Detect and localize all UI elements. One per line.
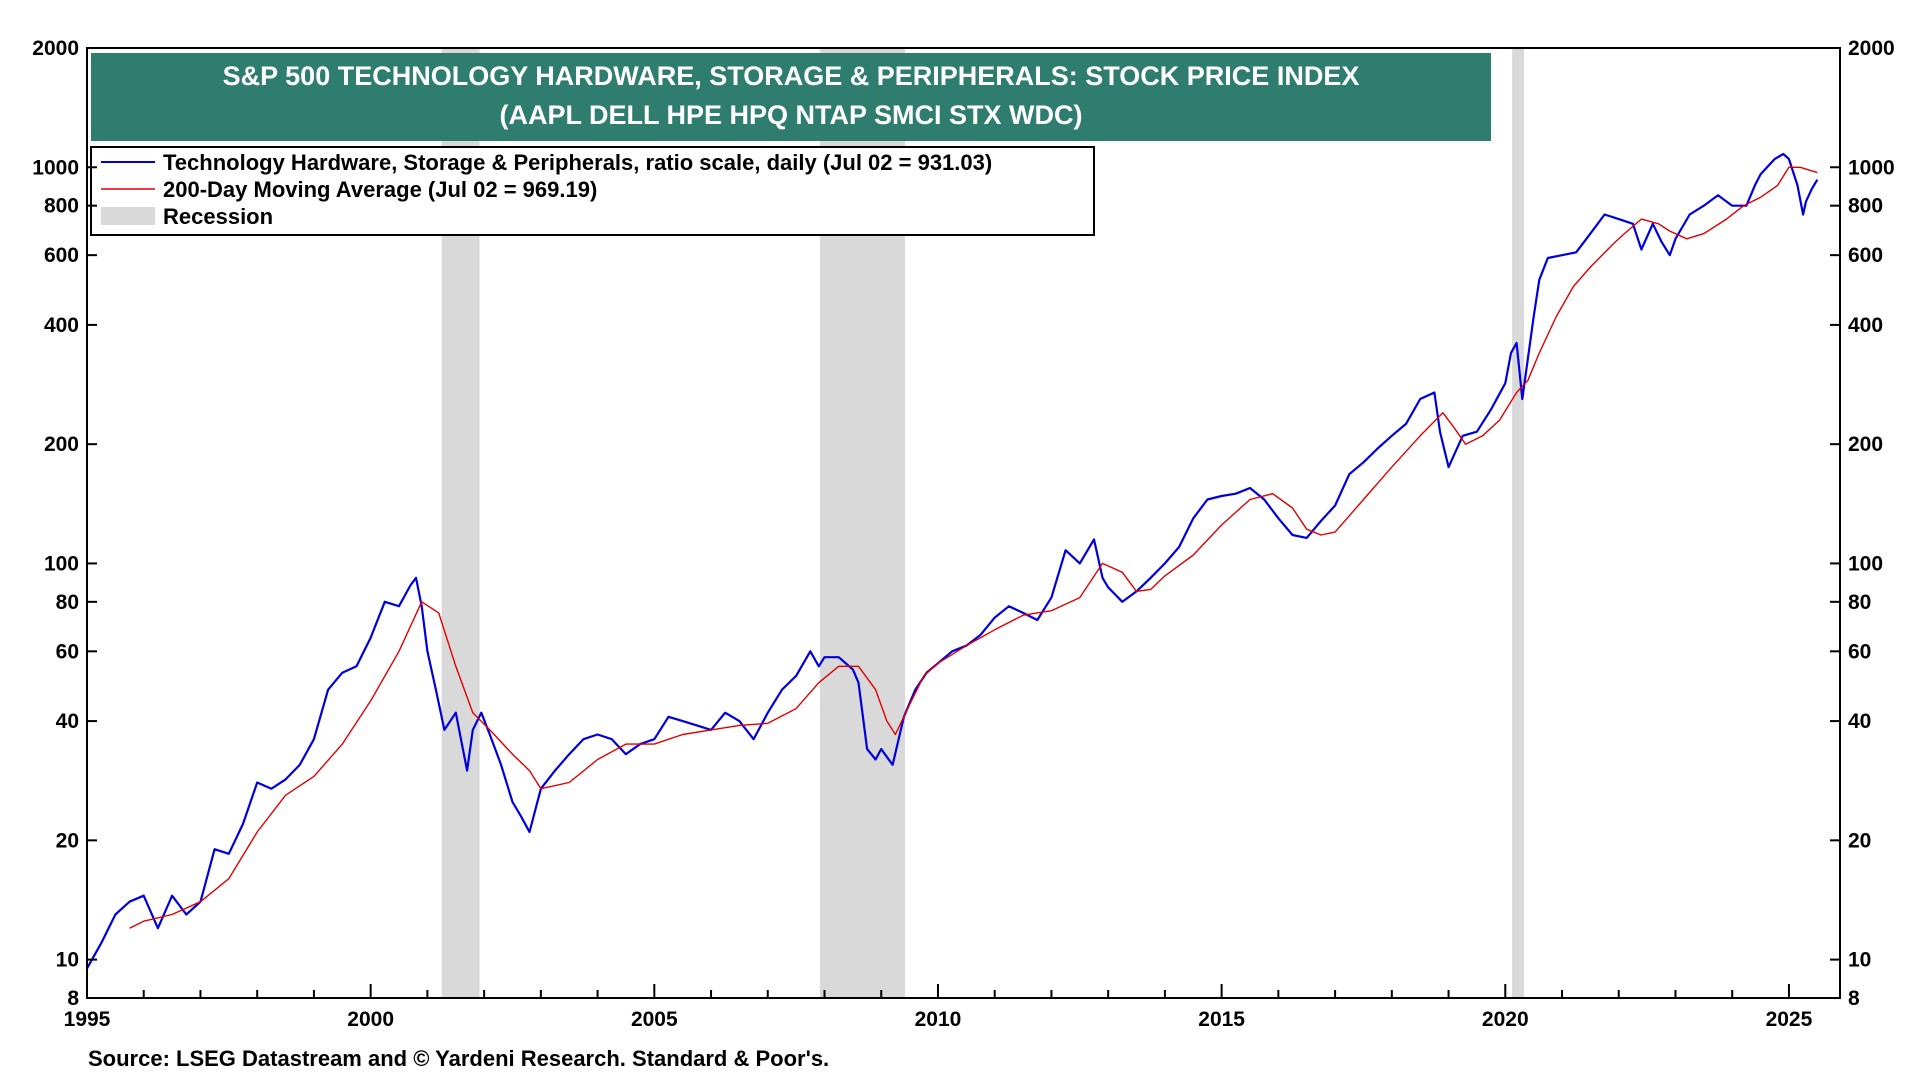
y-tick-label-left-10: 10 (56, 949, 79, 972)
y-tick-label-left-400: 400 (44, 314, 79, 337)
y-tick-label-right-1000: 1000 (1848, 156, 1895, 179)
y-tick-label-right-20: 20 (1848, 829, 1871, 852)
legend-label-price: Technology Hardware, Storage & Periphera… (163, 150, 992, 175)
x-tick-label-2005: 2005 (631, 1008, 678, 1031)
legend: Technology Hardware, Storage & Periphera… (90, 146, 1095, 236)
legend-swatch-recession (101, 207, 155, 225)
recession-band-2 (1512, 48, 1525, 998)
x-tick-label-2025: 2025 (1766, 1008, 1813, 1031)
y-tick-label-left-2000: 2000 (32, 37, 79, 60)
y-axis-left: 8 10 20 40 60 80 100 200 400 600 800 1000 2000 (32, 37, 97, 1010)
y-axis-right: 8 10 20 40 60 80 100 200 400 600 800 1000 2000 (1830, 37, 1895, 1010)
y-tick-label-right-10: 10 (1848, 949, 1871, 972)
series-line-price (86, 152, 1819, 969)
y-tick-label-left-8: 8 (67, 987, 79, 1010)
y-tick-label-left-40: 40 (56, 710, 79, 733)
y-tick-label-left-60: 60 (56, 640, 79, 663)
x-tick-label-1995: 1995 (64, 1008, 111, 1031)
y-tick-label-right-80: 80 (1848, 591, 1871, 614)
y-tick-label-left-600: 600 (44, 244, 79, 267)
y-tick-label-right-400: 400 (1848, 314, 1883, 337)
y-tick-label-right-40: 40 (1848, 710, 1871, 733)
x-tick-label-2020: 2020 (1482, 1008, 1529, 1031)
y-tick-label-right-800: 800 (1848, 195, 1883, 218)
plot-frame (86, 47, 1841, 999)
y-tick-label-right-200: 200 (1848, 433, 1883, 456)
y-tick-label-left-1000: 1000 (32, 156, 79, 179)
y-tick-label-left-80: 80 (56, 591, 79, 614)
y-tick-label-left-20: 20 (56, 829, 79, 852)
y-tick-label-left-100: 100 (44, 552, 79, 575)
chart-title: S&P 500 TECHNOLOGY HARDWARE, STORAGE & P… (223, 61, 1360, 91)
series-lines (86, 152, 1819, 969)
x-tick-label-2010: 2010 (915, 1008, 962, 1031)
title-banner: S&P 500 TECHNOLOGY HARDWARE, STORAGE & P… (91, 53, 1491, 141)
x-tick-label-2000: 2000 (347, 1008, 394, 1031)
y-tick-label-right-8: 8 (1848, 987, 1860, 1010)
y-tick-label-right-60: 60 (1848, 640, 1871, 663)
legend-label-ma: 200-Day Moving Average (Jul 02 = 969.19) (163, 177, 597, 202)
x-tick-label-2015: 2015 (1198, 1008, 1245, 1031)
y-tick-label-right-2000: 2000 (1848, 37, 1895, 60)
chart-subtitle: (AAPL DELL HPE HPQ NTAP SMCI STX WDC) (499, 100, 1082, 130)
series-line-moving-average (129, 166, 1818, 929)
legend-label-recession: Recession (163, 204, 273, 229)
y-tick-label-left-200: 200 (44, 433, 79, 456)
y-tick-label-left-800: 800 (44, 195, 79, 218)
source-note: Source: LSEG Datastream and © Yardeni Re… (88, 1046, 829, 1071)
x-axis: 1995 2000 2005 2010 2015 2020 2025 (64, 984, 1813, 1031)
y-tick-label-right-100: 100 (1848, 552, 1883, 575)
y-tick-label-right-600: 600 (1848, 244, 1883, 267)
